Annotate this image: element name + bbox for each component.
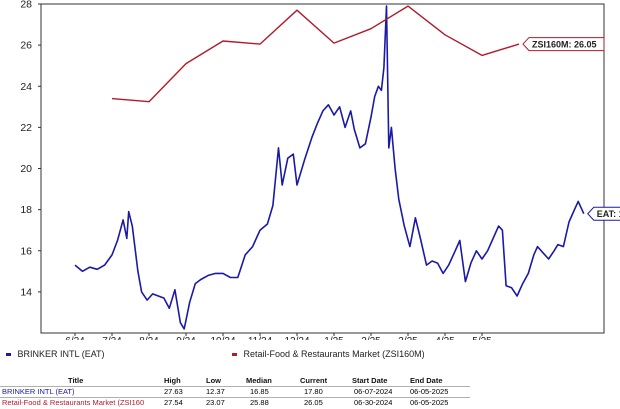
header-high: High	[164, 376, 181, 385]
row-start-date: 06-07-2024	[354, 387, 393, 396]
x-tick-label: 11/24	[248, 336, 273, 340]
row-current: 26.05	[304, 398, 323, 407]
row-divider	[0, 397, 470, 398]
x-tick-label: 9/24	[176, 336, 196, 340]
header-low: Low	[206, 376, 221, 385]
header-current: Current	[300, 376, 328, 385]
x-tick-label: 8/24	[139, 336, 159, 340]
x-tick-label: 3/25	[398, 336, 418, 340]
x-tick-label: 2/25	[361, 336, 381, 340]
y-tick-label: 14	[20, 286, 32, 298]
row-low: 23.07	[206, 398, 225, 407]
end-label-text: ZSI160M: 26.05	[532, 40, 597, 50]
header-title: Title	[68, 376, 84, 385]
y-tick-label: 22	[20, 122, 32, 134]
chart-legend: BRINKER INTL (EAT) Retail-Food & Restaur…	[0, 344, 620, 364]
row-high: 27.54	[164, 398, 183, 407]
legend-label-eat: BRINKER INTL (EAT)	[17, 349, 105, 359]
series-line-zsi160m	[111, 5, 520, 103]
legend-item-eat: BRINKER INTL (EAT)	[6, 349, 105, 359]
row-title: BRINKER INTL (EAT)	[2, 387, 75, 396]
legend-label-zsi160m: Retail-Food & Restaurants Market (ZSI160…	[243, 349, 425, 359]
y-tick-label: 26	[20, 40, 32, 52]
y-tick-label: 24	[20, 81, 32, 93]
x-tick-label: 5/25	[472, 336, 492, 340]
row-median: 25.88	[250, 398, 269, 407]
end-label-box	[522, 37, 605, 52]
summary-table: Title High Low Median Current Start Date…	[0, 374, 620, 409]
row-end-date: 06-05-2025	[410, 398, 449, 407]
row-divider	[0, 386, 470, 387]
x-tick-label: 6/24	[65, 336, 85, 340]
x-tick-label: 10/24	[210, 336, 235, 340]
end-label-text: EAT: 17.8	[597, 209, 620, 219]
row-median: 16.85	[250, 387, 269, 396]
header-start-date: Start Date	[352, 376, 388, 385]
row-title: Retail-Food & Restaurants Market (ZSI160	[2, 398, 145, 407]
x-tick-label: 7/24	[102, 336, 122, 340]
x-tick-label: 4/25	[435, 336, 455, 340]
y-tick-label: 18	[20, 204, 32, 216]
x-tick-label: 12/24	[284, 336, 309, 340]
end-label-box	[587, 206, 620, 221]
header-median: Median	[246, 376, 272, 385]
row-end-date: 06-05-2025	[410, 387, 449, 396]
row-high: 27.63	[164, 387, 183, 396]
legend-swatch-eat	[6, 353, 11, 357]
row-current: 17.80	[304, 387, 323, 396]
plot-area	[40, 3, 605, 334]
legend-swatch-zsi160m	[232, 353, 237, 357]
header-end-date: End Date	[410, 376, 443, 385]
row-low: 12.37	[206, 387, 225, 396]
x-tick-label: 1/25	[324, 336, 344, 340]
legend-item-zsi160m: Retail-Food & Restaurants Market (ZSI160…	[232, 349, 425, 359]
y-tick-label: 28	[20, 0, 32, 11]
y-tick-label: 20	[20, 163, 32, 175]
line-chart: 14 16 18 20 22 24 26 28 6/24 7/24 8/24 9/24 10/24 11/…	[20, 0, 620, 340]
row-start-date: 06-30-2024	[354, 398, 393, 407]
series-line-eat	[74, 5, 585, 330]
y-tick-label: 16	[20, 245, 32, 257]
